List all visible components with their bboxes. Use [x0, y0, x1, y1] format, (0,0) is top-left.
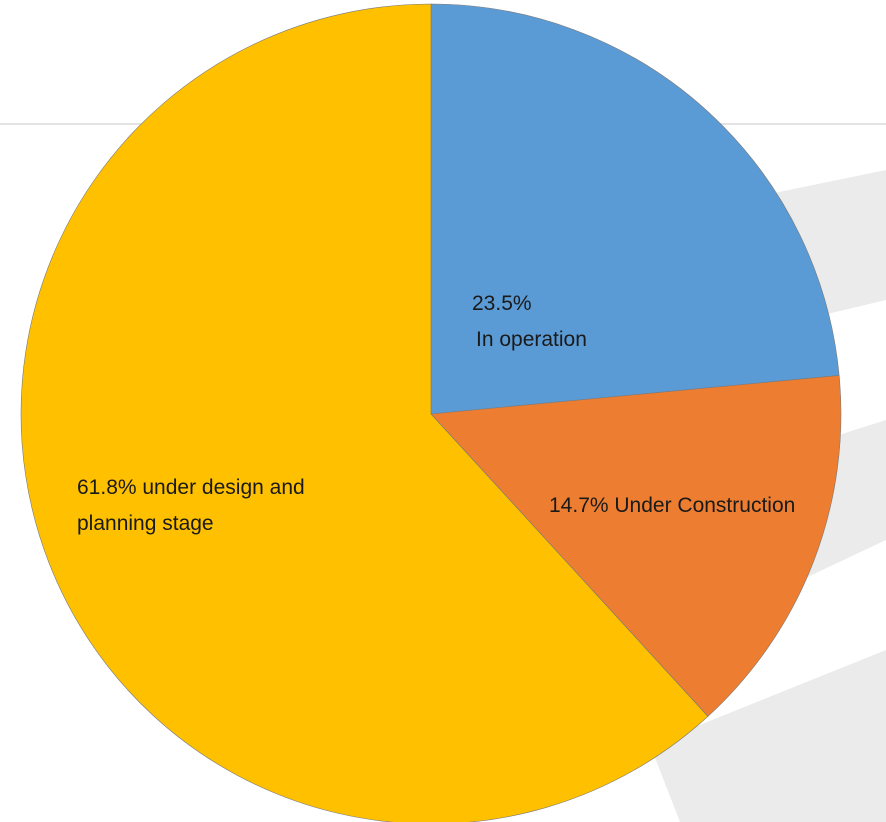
- slice-label-in-operation-line-1: 23.5%: [472, 292, 532, 315]
- slice-design-planning: [20, 3, 709, 822]
- slice-label-design-planning-line-1: 61.8% under design and: [77, 476, 305, 499]
- slice-in-operation: [430, 3, 840, 415]
- slice-label-under-construction: 14.7% Under Construction: [549, 494, 795, 517]
- slice-label-under-construction-line-1: 14.7% Under Construction: [549, 494, 795, 517]
- slice-label-design-planning: 61.8% under design and planning stage: [77, 476, 311, 535]
- pie-labels: 23.5% In operation 14.7% Under Construct…: [77, 292, 795, 535]
- slice-label-in-operation: 23.5% In operation: [472, 292, 587, 351]
- slice-label-in-operation-line-2: In operation: [476, 328, 587, 351]
- slice-under-construction: [430, 375, 842, 717]
- pie-slices: [20, 3, 842, 822]
- slice-label-design-planning-line-2: planning stage: [77, 512, 214, 535]
